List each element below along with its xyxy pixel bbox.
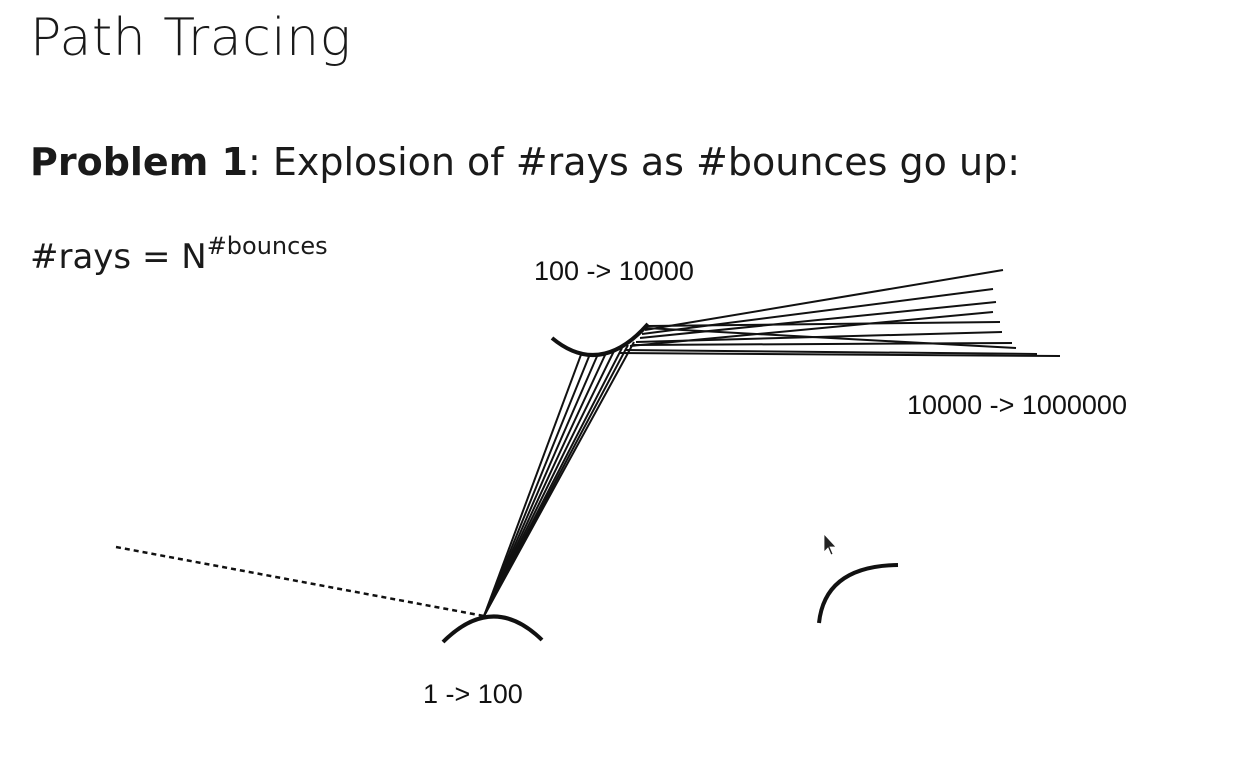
- surface-3: [817, 563, 899, 624]
- rays-formula: #rays = N#bounces: [30, 232, 328, 277]
- second-bounce-rays: [619, 269, 1061, 357]
- label-bounce-3: 10000 -> 1000000: [907, 390, 1127, 420]
- incoming-ray: [115, 545, 485, 618]
- ray: [619, 352, 1061, 357]
- label-bounce-2: 100 -> 10000: [534, 256, 694, 286]
- ray: [483, 351, 583, 617]
- ray: [645, 327, 1017, 349]
- ray: [631, 342, 1013, 346]
- ray: [483, 353, 599, 617]
- ray: [641, 288, 994, 335]
- surface-2: [550, 322, 650, 358]
- problem-statement: Problem 1: Explosion of #rays as #bounce…: [30, 140, 1020, 184]
- formula-exponent: #bounces: [206, 232, 328, 260]
- ray: [625, 349, 1038, 355]
- ray: [483, 341, 635, 617]
- problem-text: : Explosion of #rays as #bounces go up:: [247, 140, 1021, 184]
- ray: [644, 269, 1004, 331]
- formula-base: #rays = N: [30, 237, 207, 277]
- ray: [639, 301, 997, 339]
- label-bounce-1: 1 -> 100: [423, 679, 523, 709]
- problem-label: Problem 1: [30, 140, 248, 184]
- ray: [647, 321, 1001, 327]
- ray: [483, 352, 607, 617]
- cursor-arrow-icon: [823, 532, 837, 556]
- ray: [483, 353, 591, 617]
- first-bounce-rays: [483, 341, 635, 617]
- slide-title: Path Tracing: [30, 8, 352, 68]
- surface-1: [441, 614, 544, 644]
